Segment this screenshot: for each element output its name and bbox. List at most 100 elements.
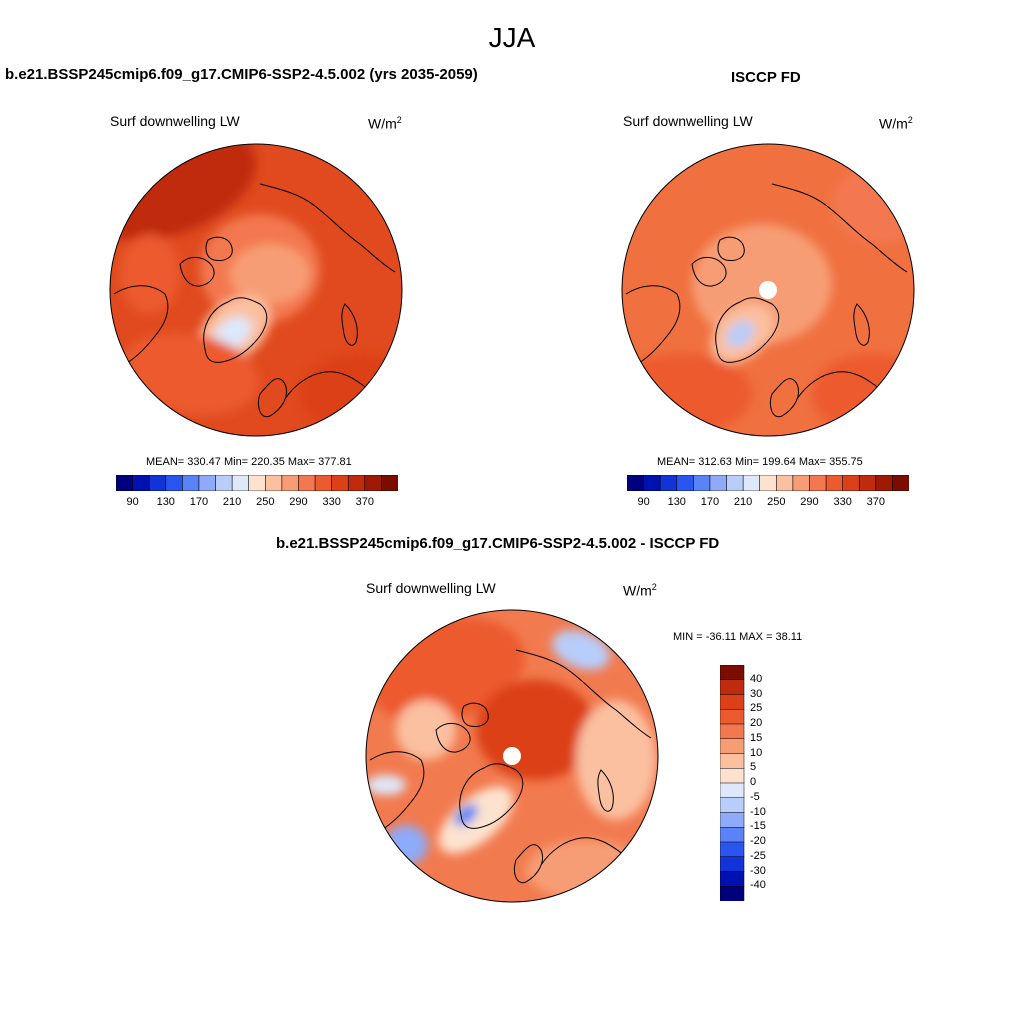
- model-colorbar-swatch: [215, 475, 233, 491]
- model-colorbar-swatch: [347, 475, 366, 491]
- obs-colorbar-tick-label: 290: [800, 496, 819, 508]
- diff-colorbar-swatch: [720, 665, 745, 681]
- model-colorbar-tick-label: 370: [355, 496, 374, 508]
- model-map-coastline: [179, 257, 215, 287]
- obs-colorbar-swatch: [775, 475, 794, 491]
- obs-colorbar-tick-label: 250: [767, 496, 786, 508]
- model-map-field-patch: [120, 234, 180, 314]
- diff-colorbar-tick-label: 30: [750, 687, 763, 700]
- model-colorbar-tick-label: 170: [189, 496, 209, 508]
- diff-map-coastline: [515, 649, 652, 739]
- model-map-field-patch: [120, 332, 260, 416]
- diff-map-pole-hole: [503, 747, 521, 765]
- obs-map-coastline: [717, 236, 745, 261]
- diff-colorbar-swatch: [720, 827, 745, 843]
- obs-colorbar-swatch: [875, 475, 893, 491]
- obs-colorbar-swatch: [627, 475, 645, 491]
- model-colorbar-swatch: [298, 475, 316, 491]
- obs-colorbar-swatch: [693, 475, 711, 491]
- obs-colorbar-labels: 90 130 170 210 250 290 330 370: [627, 496, 909, 510]
- diff-colorbar-swatch: [720, 871, 745, 887]
- obs-colorbar: [627, 475, 909, 491]
- diff-colorbar-tick-label: -40: [750, 879, 766, 892]
- diff-colorbar-swatch: [720, 797, 745, 813]
- obs-map-coastline: [796, 371, 881, 400]
- diff-colorbar-swatch: [720, 738, 745, 754]
- model-colorbar-swatch: [165, 475, 183, 491]
- diff-colorbar-swatch: [720, 723, 745, 740]
- diff-colorbar-tick-label: 20: [750, 717, 763, 729]
- diff-map-field-patch: [552, 630, 610, 670]
- obs-map-field-patch: [622, 354, 752, 434]
- diff-stats: MIN = -36.11 MAX = 38.11: [673, 631, 803, 643]
- model-map-coastline: [284, 371, 369, 400]
- model-colorbar-swatch: [148, 475, 167, 491]
- diff-colorbar-swatch: [720, 709, 745, 725]
- model-colorbar-tick-label: 330: [322, 496, 341, 508]
- diff-map-boundary: [365, 609, 659, 903]
- obs-map-coastline: [715, 297, 780, 363]
- diff-map-coastline: [459, 763, 524, 829]
- diff-map-field-patch: [438, 786, 514, 854]
- diff-colorbar-swatch: [720, 768, 745, 784]
- diff-colorbar-tick-label: -25: [750, 849, 766, 862]
- diff-map-field-patch: [384, 825, 428, 865]
- diff-colorbar-tick-label: -5: [750, 790, 760, 803]
- diff-variable-label: Surf downwelling LW: [366, 580, 496, 596]
- model-colorbar-tick-label: 250: [256, 496, 275, 508]
- model-map-coastline: [259, 183, 396, 273]
- diff-colorbar-tick-label: 40: [750, 672, 763, 685]
- model-colorbar-tick-label: 130: [156, 496, 175, 508]
- diff-colorbar-labels: 40 30 25 20 15 10 5 0 -5 -10 -15 -20 -25 -30 -40: [750, 665, 790, 901]
- model-polar-map: [109, 143, 403, 437]
- diff-colorbar-swatch: [720, 812, 745, 828]
- model-variable-label: Surf downwelling LW: [110, 113, 240, 129]
- model-map-coastline: [257, 378, 287, 418]
- obs-map-pole-hole: [759, 281, 777, 299]
- model-colorbar-tick-label: 210: [222, 496, 242, 508]
- obs-colorbar-swatch: [709, 475, 728, 491]
- obs-map-boundary: [621, 143, 915, 437]
- obs-colorbar-swatch: [809, 475, 827, 491]
- diff-colorbar-tick-label: 0: [750, 776, 757, 788]
- obs-colorbar-tick-label: 330: [833, 496, 852, 508]
- diff-map-field-patch: [454, 804, 478, 826]
- model-colorbar-swatch: [198, 475, 217, 491]
- model-colorbar-swatch: [182, 475, 200, 491]
- obs-colorbar-swatch: [659, 475, 678, 491]
- season-title: JJA: [488, 22, 536, 53]
- diff-colorbar-tick-label: -10: [750, 805, 766, 818]
- diff-colorbar-swatch: [720, 694, 745, 710]
- obs-stats: MEAN= 312.63 Min= 199.64 Max= 355.75: [657, 456, 863, 468]
- model-stats: MEAN= 330.47 Min= 220.35 Max= 377.81: [146, 456, 352, 468]
- model-colorbar: [116, 475, 398, 491]
- model-panel-title: b.e21.BSSP245cmip6.f09_g17.CMIP6-SSP2-4.…: [5, 66, 478, 83]
- obs-polar-map: [621, 143, 915, 437]
- diff-colorbar-swatch: [720, 679, 745, 695]
- model-map-coastline: [203, 297, 268, 363]
- obs-colorbar-swatch: [759, 475, 777, 491]
- diff-map-coastline: [513, 844, 543, 884]
- diff-colorbar-tick-label: -15: [750, 820, 766, 833]
- obs-variable-label: Surf downwelling LW: [623, 113, 753, 129]
- diff-map-field-patch: [366, 775, 406, 795]
- obs-panel-title: ISCCP FD: [731, 69, 801, 86]
- obs-map-field-patch: [725, 320, 755, 348]
- obs-colorbar-tick-label: 210: [733, 496, 753, 508]
- model-map-field-patch: [230, 244, 310, 304]
- model-colorbar-swatch: [248, 475, 266, 491]
- model-colorbar-swatch: [331, 475, 349, 491]
- diff-map-field-patch: [576, 700, 656, 820]
- model-colorbar-swatch: [116, 475, 134, 491]
- obs-map-coastline: [771, 183, 908, 273]
- model-colorbar-swatch: [364, 475, 382, 491]
- diff-map-coastline: [461, 702, 489, 727]
- obs-colorbar-swatch: [892, 475, 909, 491]
- model-map-coastline: [205, 236, 233, 261]
- diff-colorbar-tick-label: -30: [750, 864, 766, 877]
- diff-colorbar-tick-label: -20: [750, 835, 766, 847]
- model-colorbar-swatch: [314, 475, 333, 491]
- obs-colorbar-tick-label: 130: [667, 496, 686, 508]
- obs-colorbar-swatch: [858, 475, 877, 491]
- diff-colorbar-tick-label: 15: [750, 731, 763, 744]
